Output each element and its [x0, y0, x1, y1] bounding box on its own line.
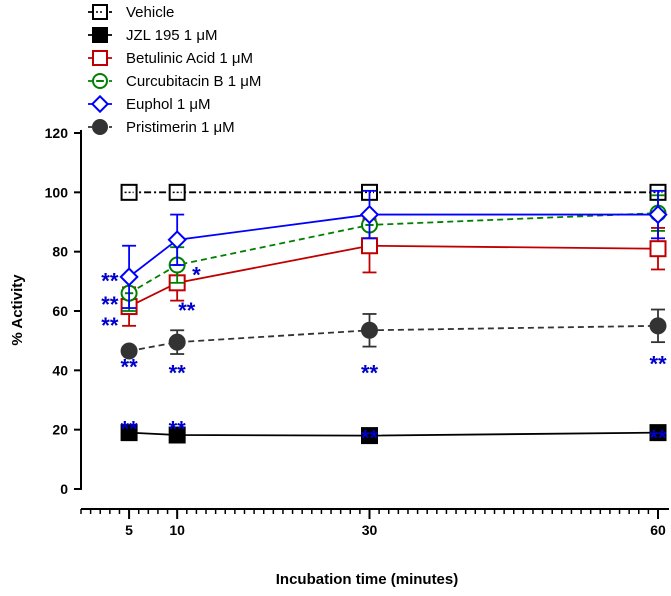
series-3 — [120, 194, 667, 312]
y-axis: 0 20 40 60 80 100 120 — [45, 125, 82, 497]
legend-item-3: Curcubitacin B 1 μM — [88, 73, 261, 90]
x-axis-label: Incubation time (minutes) — [276, 571, 459, 588]
series-line — [128, 324, 659, 352]
x-tick-label: 30 — [362, 522, 378, 538]
significance-mark: ** — [101, 292, 119, 317]
y-tick-label: 0 — [60, 481, 68, 497]
legend-label: JZL 195 1 μM — [126, 27, 217, 44]
y-tick-label: 40 — [52, 362, 68, 378]
legend-label: Pristimerin 1 μM — [126, 119, 235, 136]
legend-marker — [90, 94, 110, 114]
y-tick-label: 100 — [45, 184, 69, 200]
series-0 — [120, 183, 667, 201]
data-point — [359, 204, 380, 225]
series-5 — [120, 308, 667, 360]
x-tick-label: 10 — [169, 522, 185, 538]
significance-mark: ** — [101, 313, 119, 338]
data-point — [168, 426, 186, 444]
legend-item-5: Pristimerin 1 μM — [88, 119, 235, 136]
significance-mark: ** — [178, 298, 196, 323]
data-point — [361, 321, 378, 339]
series-4 — [119, 189, 668, 309]
y-tick-label: 20 — [52, 422, 68, 438]
data-point — [167, 230, 187, 250]
legend-label: Betulinic Acid 1 μM — [126, 50, 253, 67]
series-1 — [120, 424, 667, 445]
legend-label: Euphol 1 μM — [126, 96, 211, 113]
legend-label: Curcubitacin B 1 μM — [126, 73, 261, 90]
legend-marker — [92, 119, 108, 135]
significance-mark: ** — [361, 360, 379, 385]
x-tick-label: 5 — [125, 522, 133, 538]
data-point — [361, 237, 378, 255]
significance-mark: ** — [121, 354, 139, 379]
x-axis: 5 10 30 60 — [80, 508, 669, 538]
data-point — [648, 204, 668, 225]
legend-item-1: JZL 195 1 μM — [88, 27, 217, 44]
series-line — [129, 431, 659, 437]
y-tick-label: 80 — [52, 244, 68, 260]
legend-item-4: Euphol 1 μM — [88, 94, 211, 114]
legend-item-2: Betulinic Acid 1 μM — [88, 50, 253, 67]
series-line — [128, 212, 659, 294]
significance-mark: * — [192, 262, 201, 287]
significance-mark: ** — [361, 426, 379, 451]
x-tick-label: 60 — [650, 522, 666, 538]
series-line — [128, 213, 658, 278]
legend-label: Vehicle — [126, 4, 174, 21]
data-point — [649, 240, 667, 258]
legend-marker — [92, 27, 108, 43]
significance-mark: ** — [649, 351, 667, 376]
series-2 — [120, 218, 667, 327]
significance-mark: ** — [649, 426, 667, 451]
data-point — [120, 424, 138, 442]
series-line — [128, 244, 659, 308]
y-axis-label: % Activity — [9, 274, 26, 346]
significance-mark: ** — [169, 417, 187, 442]
legend-marker — [92, 50, 108, 66]
data-point — [119, 267, 139, 287]
significance-mark: ** — [169, 360, 187, 385]
significance-mark: ** — [101, 268, 119, 293]
y-tick-label: 60 — [52, 303, 68, 319]
legend: Vehicle JZL 195 1 μM Betulinic Acid 1 μM Cu… — [88, 4, 261, 136]
significance-mark: ** — [121, 417, 139, 442]
y-tick-label: 120 — [45, 125, 69, 141]
data-point — [649, 317, 667, 335]
series-layer — [119, 183, 668, 445]
legend-item-0: Vehicle — [88, 4, 174, 21]
annotation-layer: ************************* — [101, 262, 667, 450]
data-point — [649, 424, 667, 442]
data-point — [120, 342, 138, 360]
data-point — [361, 427, 378, 445]
data-point — [168, 333, 186, 351]
